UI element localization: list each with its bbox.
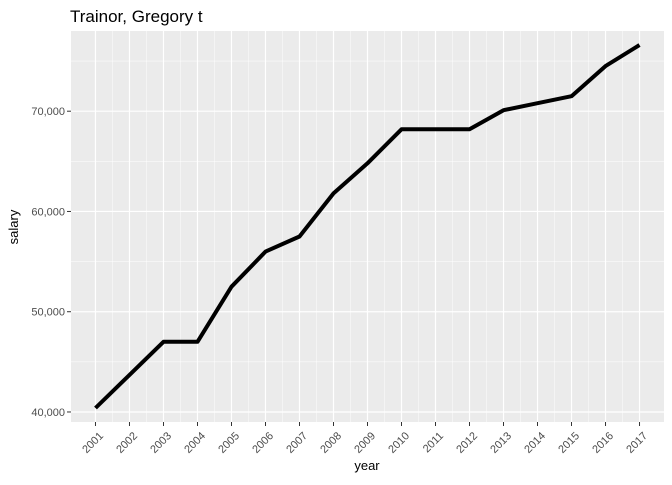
y-tick-label: 40,000: [31, 407, 65, 419]
data-point: [93, 406, 97, 410]
data-point: [570, 94, 574, 98]
x-axis-label: year: [354, 458, 380, 473]
data-point: [331, 191, 335, 195]
data-point: [297, 235, 301, 239]
data-point: [161, 340, 165, 344]
y-tick-label: 60,000: [31, 206, 65, 218]
data-point: [638, 43, 642, 47]
data-point: [604, 64, 608, 68]
chart-title: Trainor, Gregory t: [70, 7, 203, 26]
salary-line: [94, 43, 641, 410]
data-point: [263, 250, 267, 254]
data-point: [434, 127, 438, 131]
data-point: [400, 127, 404, 131]
data-point: [502, 108, 506, 112]
data-point: [366, 161, 370, 165]
data-point: [536, 101, 540, 105]
data-point: [195, 340, 199, 344]
data-point: [468, 127, 472, 131]
y-axis-label: salary: [6, 209, 21, 244]
y-tick-label: 50,000: [31, 307, 65, 319]
plot-panel: [71, 31, 664, 422]
y-tick-label: 70,000: [31, 106, 65, 118]
data-point: [127, 373, 131, 377]
data-point: [229, 285, 233, 289]
